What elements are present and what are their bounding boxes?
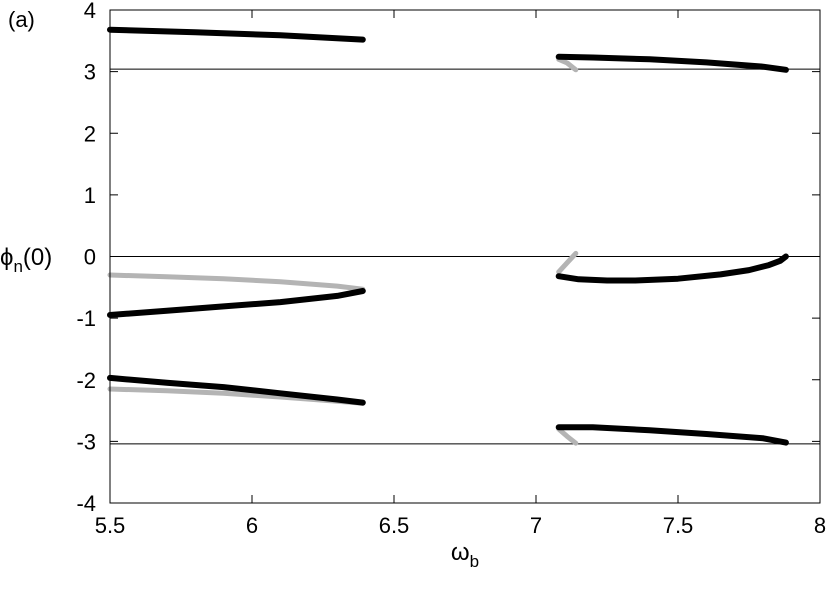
y-tick-label-2: -2 xyxy=(76,368,96,393)
unstable-branch-4 xyxy=(556,426,579,446)
ticks xyxy=(109,9,821,504)
y-tick-label-1: -3 xyxy=(76,429,96,454)
reference-lines xyxy=(110,68,820,445)
y-tick-label-8: 4 xyxy=(84,0,96,23)
stable-branch-6 xyxy=(107,288,366,318)
stable-branch-5 xyxy=(107,26,366,43)
y-axis-label-sub: n xyxy=(13,257,22,276)
x-tick-label-3: 7 xyxy=(530,513,542,538)
stable-branch-7 xyxy=(107,374,366,406)
x-tick-label-5: 8 xyxy=(814,513,826,538)
y-tick-label-3: -1 xyxy=(76,306,96,331)
tick-labels: 5.5 6 6.5 7 7.5 8 -4 -3 -2 -1 0 1 2 3 4 xyxy=(76,0,826,538)
stable-branch-8 xyxy=(555,53,789,73)
stable-branch-10 xyxy=(555,424,789,446)
unstable-branch-2 xyxy=(556,56,579,73)
x-axis-label: ωb xyxy=(451,539,479,571)
y-axis-label: ϕn(0) xyxy=(0,244,52,276)
y-tick-label-4: 0 xyxy=(84,245,96,270)
x-tick-label-1: 6 xyxy=(246,513,258,538)
y-axis-label-main: ϕ xyxy=(0,244,13,271)
y-tick-label-5: 1 xyxy=(84,183,96,208)
stable-branch-9 xyxy=(555,253,789,284)
panel-label: (a) xyxy=(8,7,35,32)
x-axis-label-sub: b xyxy=(470,552,479,571)
y-tick-label-0: -4 xyxy=(76,491,96,516)
unstable-branch-3 xyxy=(556,250,579,275)
y-axis-label-rest: (0) xyxy=(23,244,52,271)
unstable-branch-0 xyxy=(107,272,366,292)
y-tick-label-7: 3 xyxy=(84,60,96,85)
y-tick-label-6: 2 xyxy=(84,121,96,146)
x-axis-label-main: ω xyxy=(451,539,470,566)
x-tick-label-4: 7.5 xyxy=(663,513,694,538)
series-layer xyxy=(107,26,789,446)
x-tick-label-2: 6.5 xyxy=(379,513,410,538)
x-tick-label-0: 5.5 xyxy=(95,513,126,538)
